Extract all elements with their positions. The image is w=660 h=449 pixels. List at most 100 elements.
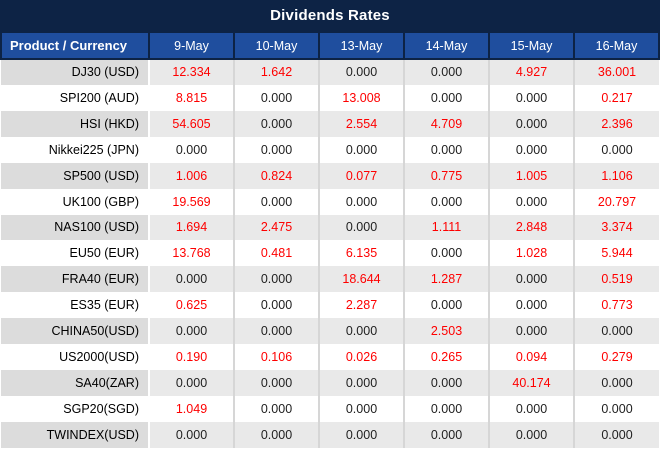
dividend-value-cell: 0.481 — [234, 240, 320, 267]
dividend-value-cell: 0.000 — [489, 188, 575, 215]
table-header-row: Product / Currency 9-May 10-May 13-May 14-M… — [0, 31, 660, 60]
table-row: FRA40 (EUR) 0.000 0.000 18.644 1.287 0.000 0.5… — [1, 266, 659, 293]
dividend-value-cell: 0.217 — [601, 90, 633, 105]
dividend-value-cell: 8.815 — [149, 84, 235, 111]
date-column-header: 14-May — [403, 31, 490, 60]
dividend-value-cell: 4.927 — [489, 59, 575, 85]
product-label: TWINDEX(USD) — [1, 421, 150, 448]
product-label: HSI (HKD) — [1, 110, 150, 137]
dividend-value-cell: 0.077 — [319, 162, 405, 189]
dividend-value-cell: 0.000 — [319, 370, 405, 396]
dividend-value-cell: 13.768 — [149, 240, 235, 267]
dividend-value-cell: 0.000 — [234, 370, 320, 396]
table-row: HSI (HKD) 54.605 0.000 2.554 4.709 0.000 2.396 — [1, 110, 659, 137]
dividend-value-cell: 0.000 — [489, 136, 575, 163]
table-row: DJ30 (USD) 12.334 1.642 0.000 0.000 4.927 36.0… — [1, 59, 659, 85]
dividend-value-cell: 0.000 — [601, 401, 633, 416]
dividend-value-cell: 6.135 — [319, 240, 405, 267]
dividend-value-cell: 0.000 — [404, 395, 490, 422]
dividend-value-cell: 0.000 — [489, 421, 575, 448]
dividend-value-cell: 0.000 — [404, 421, 490, 448]
dividend-value-cell: 1.005 — [489, 162, 575, 189]
dividend-value-cell: 0.094 — [489, 344, 575, 371]
dividend-value-cell: 0.000 — [404, 84, 490, 111]
dividend-value-cell: 1.049 — [149, 395, 235, 422]
product-label: SA40(ZAR) — [1, 370, 150, 396]
table-row: SA40(ZAR) 0.000 0.000 0.000 0.000 40.174 0.000 — [1, 370, 659, 396]
dividend-value-cell: 4.709 — [404, 110, 490, 137]
dividend-value-cell: 0.000 — [234, 266, 320, 293]
dividend-value-cell: 18.644 — [319, 266, 405, 293]
dividend-value-cell: 0.000 — [404, 370, 490, 396]
table-row: UK100 (GBP) 19.569 0.000 0.000 0.000 0.000 20.… — [1, 188, 659, 215]
dividend-value-cell: 0.000 — [319, 188, 405, 215]
dividend-value-cell: 0.775 — [404, 162, 490, 189]
dividend-value-cell: 36.001 — [574, 59, 659, 85]
dividend-value-cell: 13.008 — [319, 84, 405, 111]
dividend-value-cell: 0.000 — [234, 188, 320, 215]
dividend-value-cell: 19.569 — [149, 188, 235, 215]
dividend-value-cell: 0.000 — [319, 318, 405, 345]
dividend-value-cell: 0.000 — [319, 395, 405, 422]
dividend-value-cell: 0.000 — [149, 136, 235, 163]
dividend-value-cell: 0.000 — [489, 318, 575, 345]
dividend-value-cell: 0.625 — [149, 292, 235, 319]
dividend-value-cell: 0.000 — [319, 136, 405, 163]
dividend-value-cell: 1.111 — [404, 214, 490, 241]
dividend-value-cell: 0.000 — [149, 370, 235, 396]
table-row: Nikkei225 (JPN) 0.000 0.000 0.000 0.000 0.000… — [1, 136, 659, 163]
product-label: ES35 (EUR) — [1, 292, 150, 319]
dividend-value-cell: 0.000 — [234, 421, 320, 448]
dividend-value-cell: 1.106 — [574, 162, 659, 189]
dividend-value-cell: 0.000 — [574, 370, 659, 396]
date-column-header: 15-May — [488, 31, 575, 60]
dividend-value-cell: 0.000 — [149, 318, 235, 345]
dividend-value-cell: 0.000 — [489, 110, 575, 137]
page-title: Dividends Rates — [0, 0, 660, 31]
dividend-value-cell: 0.000 — [489, 292, 575, 319]
product-label: Nikkei225 (JPN) — [1, 136, 150, 163]
dividend-value-cell: 0.000 — [149, 266, 235, 293]
dividend-value-cell: 0.000 — [319, 214, 405, 241]
dividend-value-cell: 0.026 — [319, 344, 405, 371]
dividend-value-cell: 2.848 — [489, 214, 575, 241]
table-row: EU50 (EUR) 13.768 0.481 6.135 0.000 1.028 5.94… — [1, 240, 659, 267]
dividend-value-cell: 0.824 — [234, 162, 320, 189]
product-label: US2000(USD) — [1, 344, 150, 371]
dividend-value-cell: 0.000 — [149, 421, 235, 448]
dividend-value-cell: 0.265 — [404, 344, 490, 371]
table-row: SGP20(SGD) 1.049 0.000 0.000 0.000 0.000 0.000 — [1, 395, 659, 422]
product-label: SP500 (USD) — [1, 162, 150, 189]
dividend-value-cell: 0.000 — [234, 136, 320, 163]
date-column-header: 16-May — [573, 31, 660, 60]
dividend-value-cell: 2.554 — [319, 110, 405, 137]
dividend-value-cell: 0.000 — [404, 59, 490, 85]
dividend-value-cell: 0.000 — [404, 136, 490, 163]
table-row: NAS100 (USD) 1.694 2.475 0.000 1.111 2.848 3.3… — [1, 214, 659, 241]
dividend-value-cell: 2.287 — [319, 292, 405, 319]
dividend-value-cell: 0.000 — [319, 421, 405, 448]
dividend-value-cell: 2.475 — [234, 214, 320, 241]
table-row: SP500 (USD) 1.006 0.824 0.077 0.775 1.005 1.10… — [1, 162, 659, 189]
dividend-value-cell: 0.000 — [234, 110, 320, 137]
dividend-value-cell: 0.279 — [601, 350, 633, 365]
dividend-value-cell: 2.396 — [574, 110, 659, 137]
dividend-value-cell: 40.174 — [489, 370, 575, 396]
table-row: TWINDEX(USD) 0.000 0.000 0.000 0.000 0.000 0.0… — [1, 421, 659, 448]
dividend-value-cell: 1.694 — [149, 214, 235, 241]
dividend-value-cell: 54.605 — [149, 110, 235, 137]
dividend-value-cell: 0.000 — [601, 142, 633, 157]
dividend-value-cell: 0.000 — [404, 292, 490, 319]
dividend-value-cell: 0.000 — [319, 59, 405, 85]
product-label: SPI200 (AUD) — [1, 84, 150, 111]
dividend-value-cell: 0.000 — [404, 188, 490, 215]
dividend-value-cell: 0.000 — [489, 266, 575, 293]
dividend-value-cell: 1.642 — [234, 59, 320, 85]
dividend-value-cell: 0.190 — [149, 344, 235, 371]
table-row: CHINA50(USD) 0.000 0.000 0.000 2.503 0.000 0.0… — [1, 318, 659, 345]
table-row: ES35 (EUR) 0.625 0.000 2.287 0.000 0.000 0.773 — [1, 292, 659, 319]
dividend-value-cell: 0.000 — [404, 240, 490, 267]
product-currency-header: Product / Currency — [0, 31, 150, 60]
dividend-value-cell: 12.334 — [149, 59, 235, 85]
product-label: FRA40 (EUR) — [1, 266, 150, 293]
